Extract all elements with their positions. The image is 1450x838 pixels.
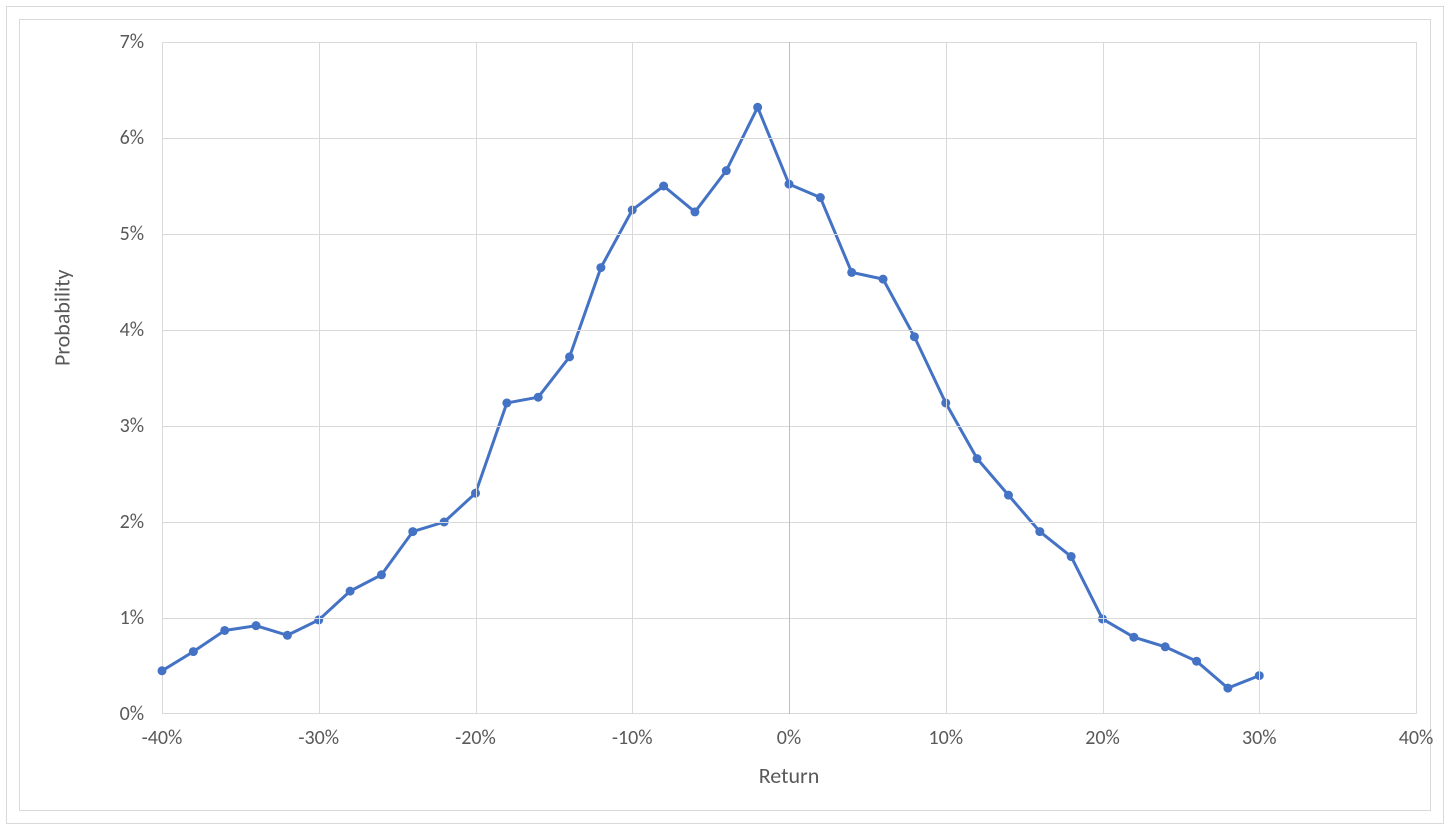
plot-area	[162, 42, 1416, 714]
series-marker	[158, 666, 167, 675]
x-tick-label: -10%	[612, 726, 653, 750]
gridline-vertical	[632, 42, 633, 714]
y-tick-label: 3%	[20, 414, 144, 438]
series-marker	[189, 647, 198, 656]
gridline-vertical	[1259, 42, 1260, 714]
gridline-vertical	[1416, 42, 1417, 714]
gridline-vertical	[476, 42, 477, 714]
series-marker	[1004, 491, 1013, 500]
x-tick-label: -40%	[142, 726, 183, 750]
series-marker	[659, 182, 668, 191]
gridline-vertical	[1103, 42, 1104, 714]
y-tick-label: 7%	[20, 30, 144, 54]
gridline-vertical	[946, 42, 947, 714]
series-marker	[690, 207, 699, 216]
y-tick-label: 5%	[20, 222, 144, 246]
x-axis-title: Return	[759, 762, 820, 789]
x-tick-label: 10%	[928, 726, 963, 750]
y-tick-label: 6%	[20, 126, 144, 150]
series-marker	[816, 193, 825, 202]
series-marker	[596, 263, 605, 272]
series-marker	[1067, 552, 1076, 561]
y-tick-label: 4%	[20, 318, 144, 342]
series-marker	[220, 626, 229, 635]
series-marker	[283, 631, 292, 640]
x-tick-label: 0%	[777, 726, 801, 750]
gridline-vertical	[319, 42, 320, 714]
series-marker	[1192, 657, 1201, 666]
series-marker	[973, 454, 982, 463]
series-marker	[534, 393, 543, 402]
series-marker	[1161, 642, 1170, 651]
series-line	[162, 107, 1259, 688]
series-marker	[753, 103, 762, 112]
x-tick-label: 30%	[1242, 726, 1277, 750]
x-tick-label: -30%	[298, 726, 339, 750]
series-marker	[847, 268, 856, 277]
series-marker	[1035, 527, 1044, 536]
series-marker	[377, 570, 386, 579]
series-marker	[346, 587, 355, 596]
chart-inner-frame: Probability Return 0%1%2%3%4%5%6%7%-40%-…	[19, 19, 1431, 811]
x-tick-label: 40%	[1399, 726, 1434, 750]
series-marker	[1223, 684, 1232, 693]
series-marker	[1129, 633, 1138, 642]
series-marker	[910, 332, 919, 341]
y-tick-label: 0%	[20, 702, 144, 726]
series-marker	[252, 621, 261, 630]
series-marker	[408, 527, 417, 536]
series-marker	[565, 352, 574, 361]
series-marker	[502, 398, 511, 407]
series-marker	[722, 166, 731, 175]
zero-gridline	[789, 42, 790, 714]
y-tick-label: 2%	[20, 510, 144, 534]
series-marker	[879, 275, 888, 284]
x-tick-label: -20%	[455, 726, 496, 750]
x-tick-label: 20%	[1085, 726, 1120, 750]
y-tick-label: 1%	[20, 606, 144, 630]
chart-outer-frame: Probability Return 0%1%2%3%4%5%6%7%-40%-…	[6, 6, 1444, 824]
